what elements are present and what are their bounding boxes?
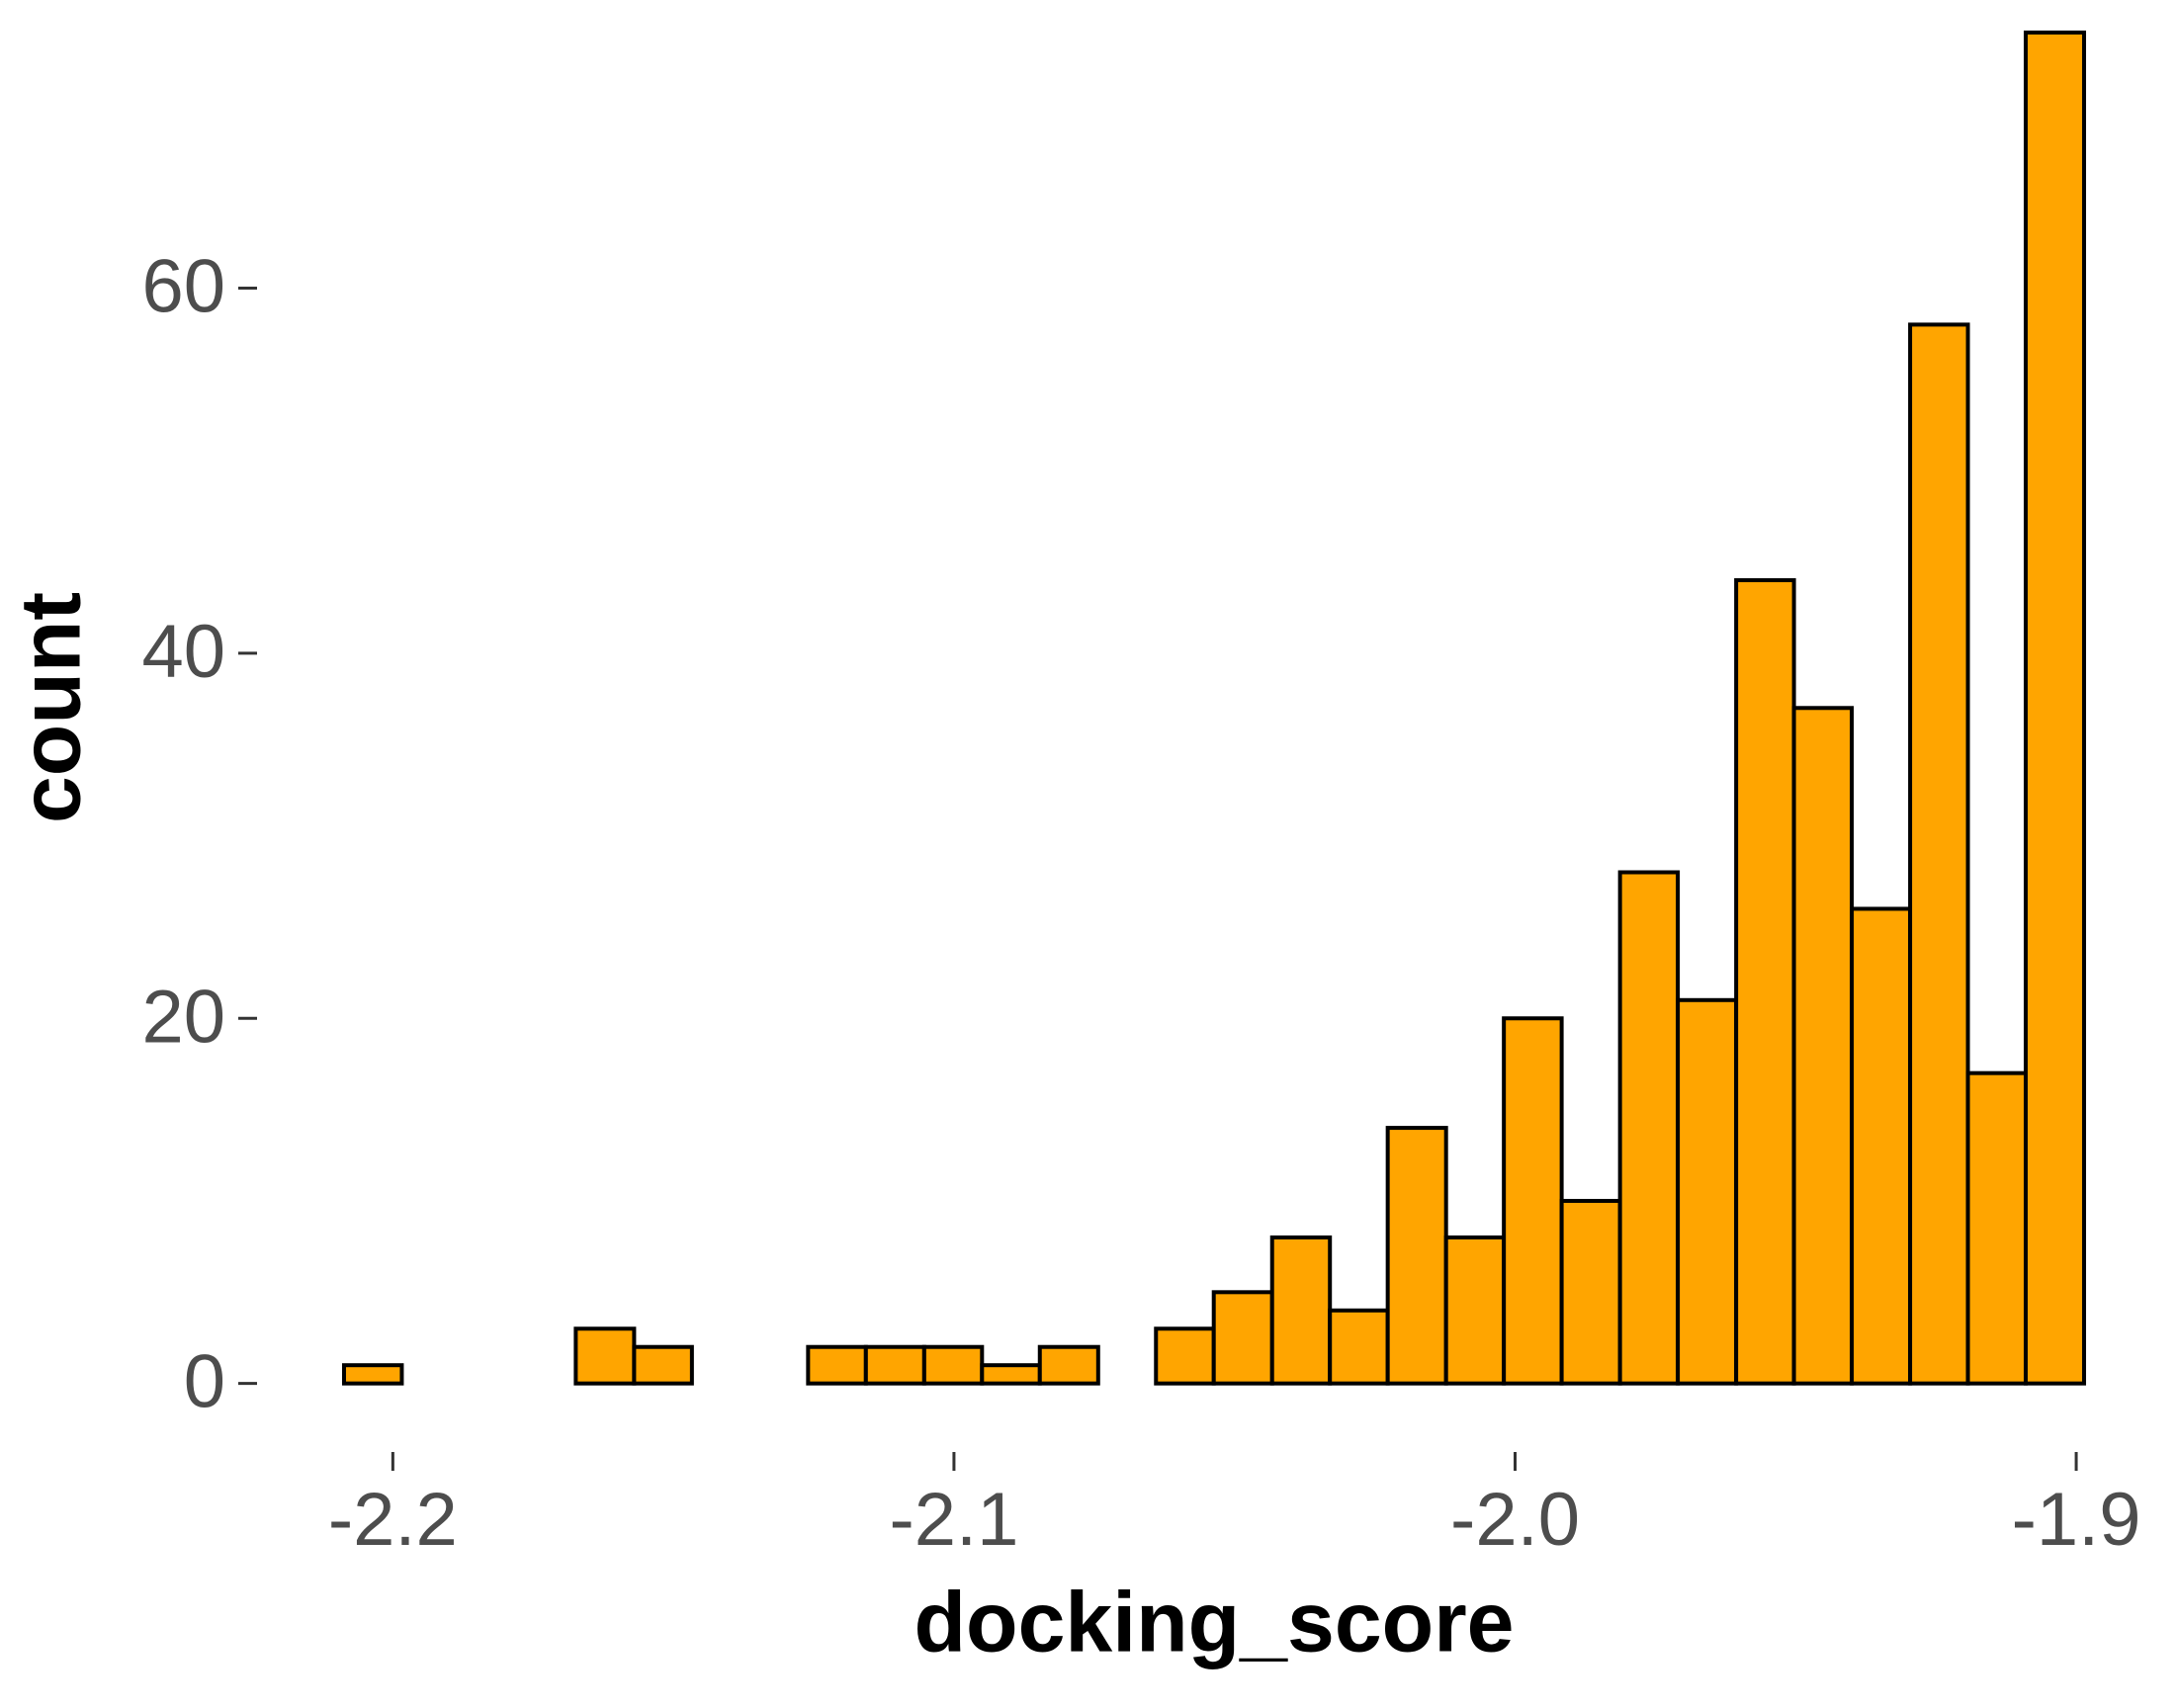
bar bbox=[1791, 706, 1855, 1386]
bar bbox=[2023, 30, 2087, 1386]
y-axis-title: count bbox=[4, 592, 99, 823]
x-tick-label: -2.0 bbox=[1450, 1478, 1580, 1562]
y-tick-label: 40 bbox=[141, 610, 225, 694]
bar bbox=[1676, 997, 1739, 1386]
bar bbox=[1211, 1290, 1274, 1386]
y-tick-label: 0 bbox=[184, 1340, 225, 1424]
bar bbox=[341, 1363, 404, 1386]
bar bbox=[1908, 322, 1970, 1386]
bar bbox=[1443, 1235, 1507, 1386]
bar bbox=[1734, 577, 1796, 1386]
bar bbox=[1559, 1198, 1622, 1386]
bar bbox=[863, 1344, 926, 1386]
bar bbox=[1269, 1235, 1333, 1386]
bar bbox=[632, 1344, 694, 1386]
bar bbox=[1328, 1308, 1390, 1386]
bar bbox=[1385, 1126, 1448, 1386]
x-tick-label: -2.1 bbox=[889, 1478, 1018, 1562]
bar bbox=[980, 1363, 1042, 1386]
bar bbox=[573, 1326, 637, 1386]
x-tick-label: -2.2 bbox=[328, 1478, 458, 1562]
bar bbox=[1502, 1016, 1564, 1386]
y-tick-label: 60 bbox=[141, 245, 225, 329]
x-tick-label: -1.9 bbox=[2012, 1478, 2141, 1562]
bar bbox=[806, 1344, 868, 1386]
x-axis-title: docking_score bbox=[914, 1576, 1515, 1670]
bar bbox=[1037, 1344, 1100, 1386]
bar bbox=[1617, 870, 1681, 1386]
bar bbox=[921, 1344, 985, 1386]
bar bbox=[1850, 906, 1913, 1386]
bar bbox=[1154, 1326, 1216, 1386]
bar bbox=[1965, 1070, 2028, 1386]
y-tick-label: 20 bbox=[141, 975, 225, 1059]
